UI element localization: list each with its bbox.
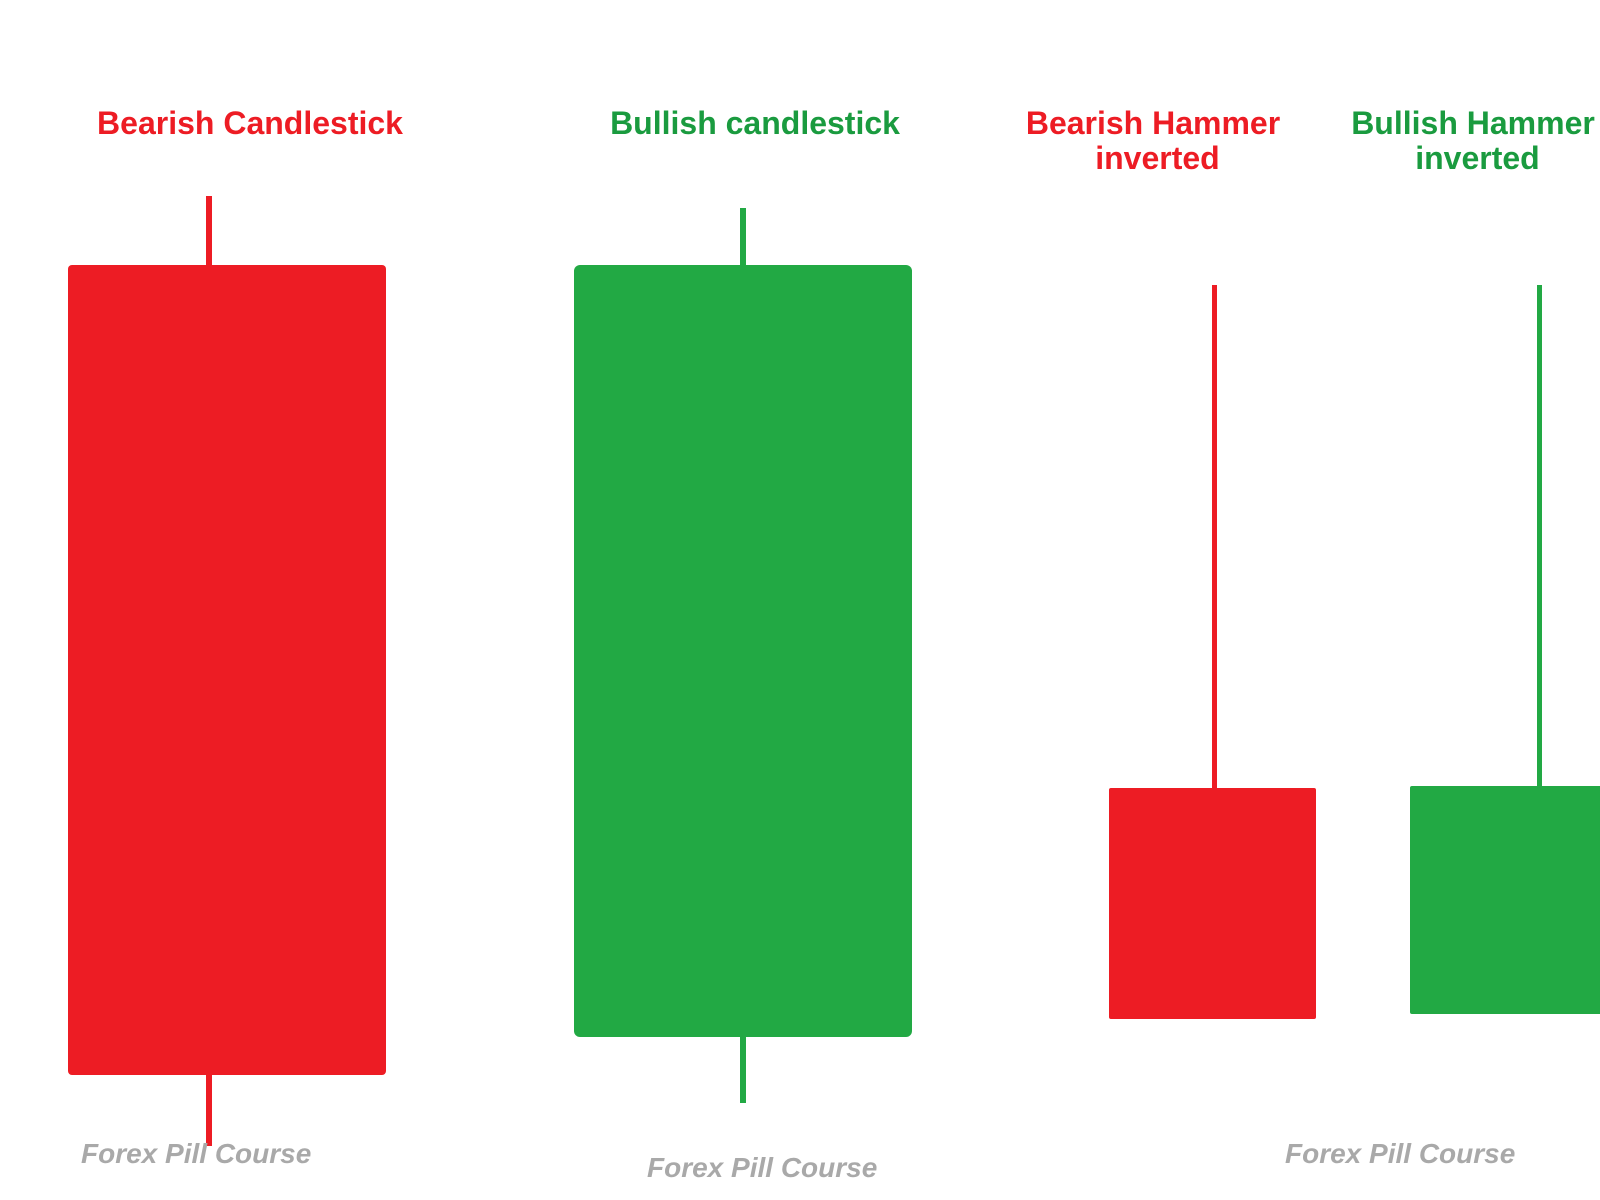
watermark-left: Forex Pill Course xyxy=(81,1138,311,1170)
bullish-hammer-inverted-title: Bullish Hammer inverted xyxy=(1333,106,1600,176)
bullish-candlestick-upper-wick xyxy=(740,208,746,265)
bullish-hammer-inverted-wick xyxy=(1537,285,1542,791)
bullish-candlestick-body xyxy=(574,265,912,1037)
bearish-candlestick-lower-wick xyxy=(206,1074,212,1146)
bearish-candlestick-title: Bearish Candlestick xyxy=(70,106,430,141)
diagram-stage: Bearish Candlestick Forex Pill Course Bu… xyxy=(0,0,1600,1200)
bearish-hammer-inverted-title: Bearish Hammer inverted xyxy=(1013,106,1293,176)
watermark-center: Forex Pill Course xyxy=(647,1152,877,1184)
bearish-hammer-inverted-wick xyxy=(1212,285,1217,790)
watermark-right: Forex Pill Course xyxy=(1285,1138,1515,1170)
bullish-hammer-inverted-body xyxy=(1410,786,1600,1014)
bearish-hammer-inverted-body xyxy=(1109,788,1316,1019)
bearish-candlestick-body xyxy=(68,265,386,1075)
bullish-candlestick-lower-wick xyxy=(740,1035,746,1103)
bullish-candlestick-title: Bullish candlestick xyxy=(575,106,935,141)
bearish-candlestick-upper-wick xyxy=(206,196,212,265)
